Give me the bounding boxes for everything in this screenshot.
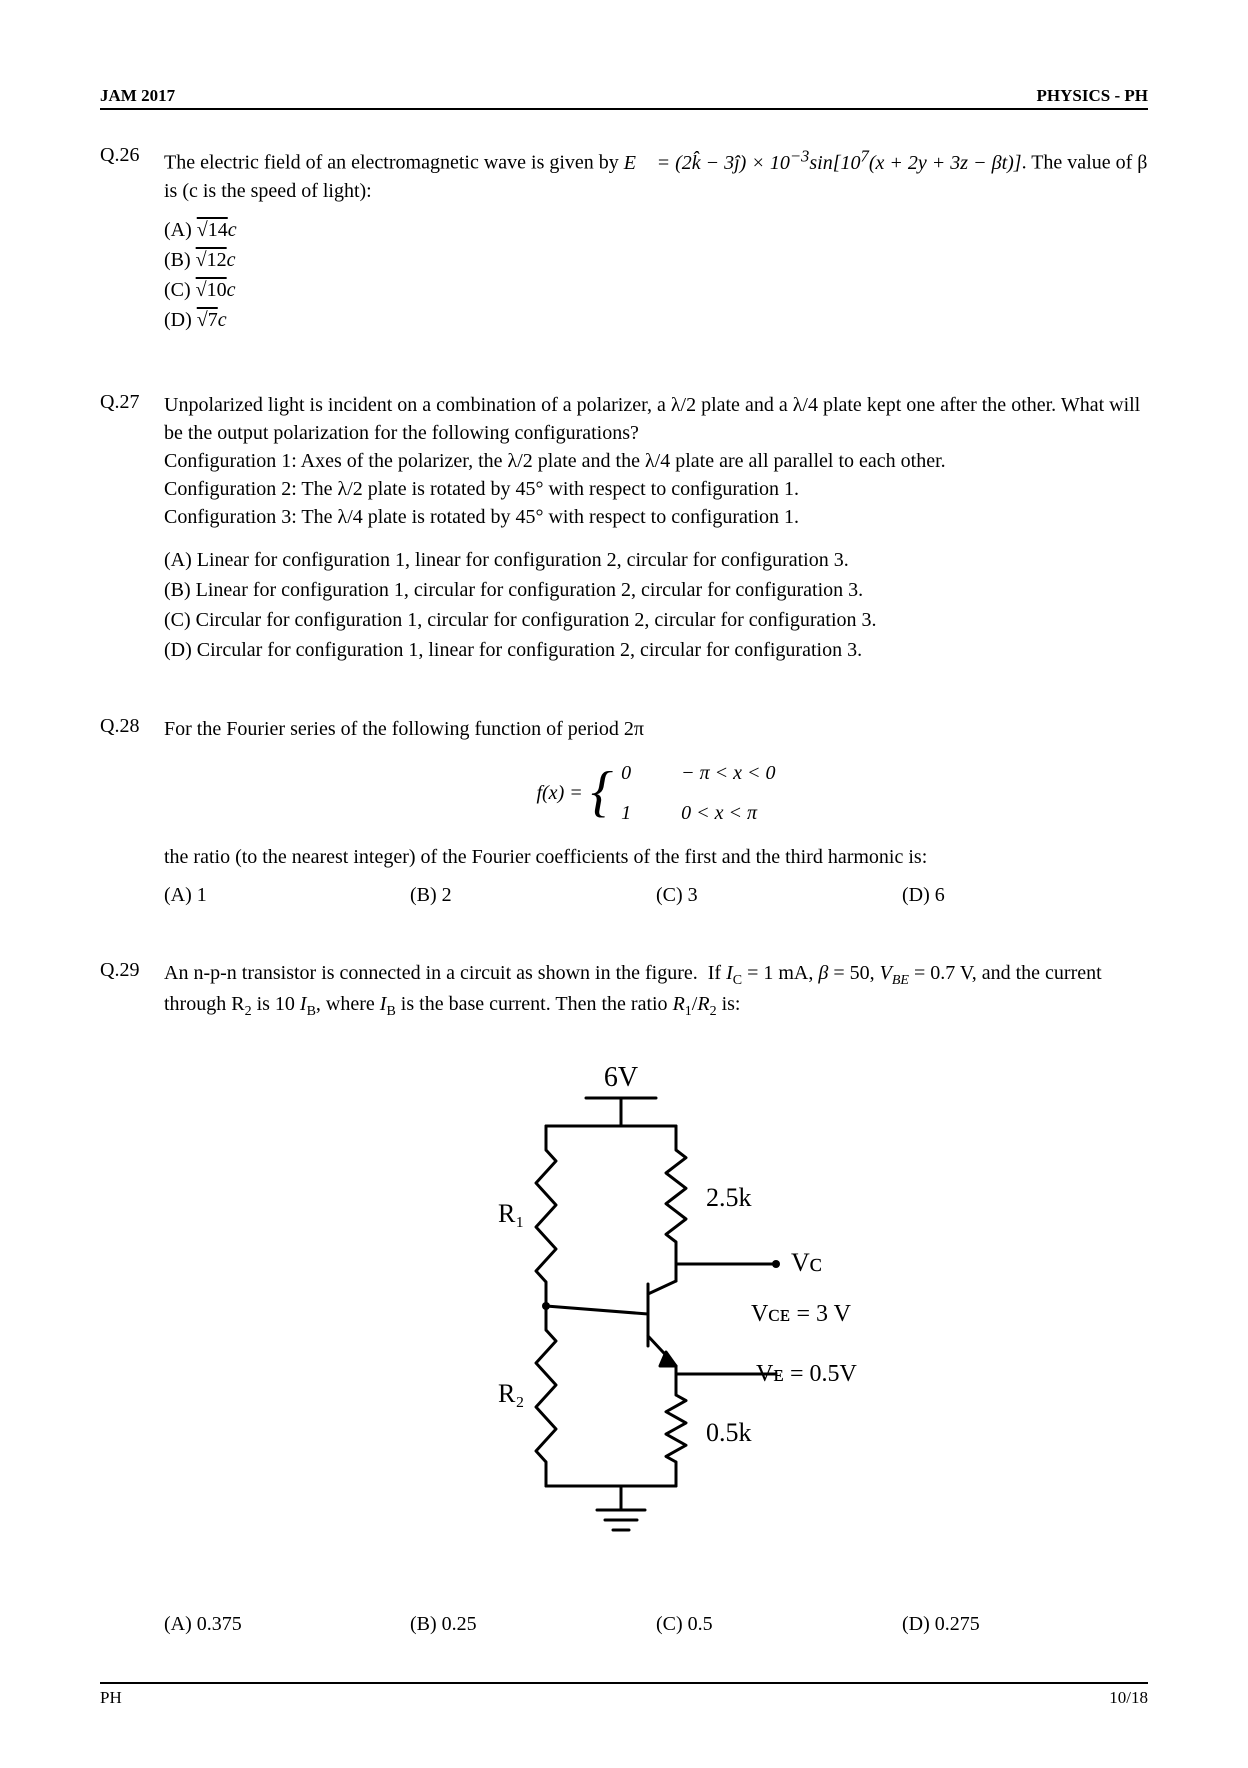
question-number: Q.28: [100, 715, 164, 909]
q27-options: (A) Linear for configuration 1, linear f…: [164, 545, 1148, 665]
svg-text:Vᴄ: Vᴄ: [791, 1248, 822, 1277]
question-26: Q.26 The electric field of an electromag…: [100, 144, 1148, 335]
question-29: Q.29 An n-p-n transistor is connected in…: [100, 959, 1148, 1638]
header-right: PHYSICS - PH: [1037, 76, 1148, 106]
page-footer: PH 10/18: [100, 1684, 1148, 1708]
option-a: (A) 0.375: [164, 1610, 410, 1638]
option-b: (B) 2: [410, 881, 656, 909]
case1-val: 0: [621, 759, 641, 787]
circuit-diagram: 6V R₁ 2.5k Vᴄ Vᴄᴇ = 3 V Vᴇ = 0.5V 0.5k R₂: [446, 1046, 866, 1586]
q27-text: Unpolarized light is incident on a combi…: [164, 391, 1148, 447]
svg-text:2.5k: 2.5k: [706, 1183, 752, 1212]
question-body: An n-p-n transistor is connected in a ci…: [164, 959, 1148, 1638]
option-a: (A) 1: [164, 881, 410, 909]
footer-right: 10/18: [1109, 1688, 1148, 1708]
q29-options: (A) 0.375 (B) 0.25 (C) 0.5 (D) 0.275: [164, 1610, 1148, 1638]
question-body: For the Fourier series of the following …: [164, 715, 1148, 909]
option-b: (B) √12c: [164, 245, 1148, 275]
q28-text2: the ratio (to the nearest integer) of th…: [164, 843, 1148, 871]
q27-cfg1: Configuration 1: Axes of the polarizer, …: [164, 447, 1148, 475]
option-d: (D) Circular for configuration 1, linear…: [164, 635, 1148, 665]
option-c: (C) 0.5: [656, 1610, 902, 1638]
question-body: The electric field of an electromagnetic…: [164, 144, 1148, 335]
q28-text1: For the Fourier series of the following …: [164, 715, 1148, 743]
q27-cfg3: Configuration 3: The λ/4 plate is rotate…: [164, 503, 1148, 531]
svg-text:Vᴄᴇ = 3 V: Vᴄᴇ = 3 V: [751, 1301, 852, 1327]
q26-equation: E⃗ = (2k̂ − 3ĵ) × 10−3sin[107(x + 2y + 3…: [624, 152, 1022, 174]
fx-label: f(x) =: [536, 779, 582, 807]
q28-options: (A) 1 (B) 2 (C) 3 (D) 6: [164, 881, 1148, 909]
svg-text:0.5k: 0.5k: [706, 1418, 752, 1447]
option-d: (D) 6: [902, 881, 1148, 909]
option-b: (B) 0.25: [410, 1610, 656, 1638]
question-28: Q.28 For the Fourier series of the follo…: [100, 715, 1148, 909]
header-left: JAM 2017: [100, 86, 175, 106]
page-header: JAM 2017 PHYSICS - PH: [100, 76, 1148, 110]
q28-equation: f(x) = { 0 − π < x < 0 1 0 < x < π: [164, 759, 1148, 827]
svg-text:R₁: R₁: [498, 1199, 524, 1228]
circuit-svg: 6V R₁ 2.5k Vᴄ Vᴄᴇ = 3 V Vᴇ = 0.5V 0.5k R₂: [446, 1046, 866, 1586]
option-d: (D) √7c: [164, 305, 1148, 335]
option-d: (D) 0.275: [902, 1610, 1148, 1638]
brace-icon: {: [591, 770, 613, 815]
case2-cond: 0 < x < π: [681, 799, 757, 827]
option-c: (C) 3: [656, 881, 902, 909]
question-27: Q.27 Unpolarized light is incident on a …: [100, 391, 1148, 665]
option-c: (C) √10c: [164, 275, 1148, 305]
q27-cfg2: Configuration 2: The λ/2 plate is rotate…: [164, 475, 1148, 503]
option-b: (B) Linear for configuration 1, circular…: [164, 575, 1148, 605]
svg-text:Vᴇ = 0.5V: Vᴇ = 0.5V: [756, 1361, 858, 1387]
question-number: Q.29: [100, 959, 164, 1638]
option-a: (A) √14c: [164, 215, 1148, 245]
q26-text-pre: The electric field of an electromagnetic…: [164, 152, 624, 174]
case2-val: 1: [621, 799, 641, 827]
svg-text:R₂: R₂: [498, 1379, 524, 1408]
svg-text:6V: 6V: [604, 1062, 638, 1093]
question-body: Unpolarized light is incident on a combi…: [164, 391, 1148, 665]
option-c: (C) Circular for configuration 1, circul…: [164, 605, 1148, 635]
q26-options: (A) √14c (B) √12c (C) √10c (D) √7c: [164, 215, 1148, 335]
question-number: Q.27: [100, 391, 164, 665]
option-a: (A) Linear for configuration 1, linear f…: [164, 545, 1148, 575]
case1-cond: − π < x < 0: [681, 759, 775, 787]
question-number: Q.26: [100, 144, 164, 335]
q29-text: An n-p-n transistor is connected in a ci…: [164, 959, 1148, 1022]
footer-left: PH: [100, 1688, 122, 1708]
